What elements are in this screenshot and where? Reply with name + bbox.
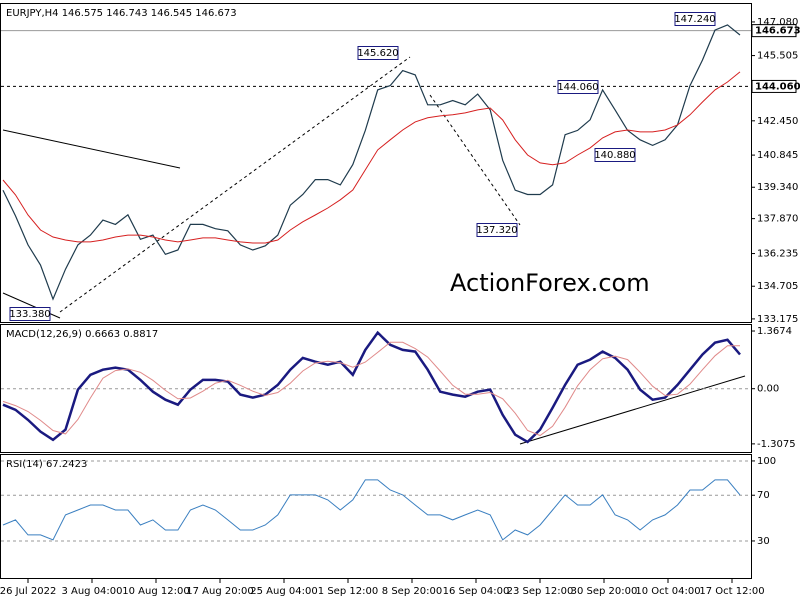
- annotation-box: [357, 46, 399, 60]
- annotation-box: [9, 307, 51, 321]
- x-tick-label: 17 Oct 12:00: [699, 586, 764, 597]
- x-tick-label: 17 Aug 20:00: [186, 586, 253, 597]
- y-tick-label: 140.845: [757, 150, 798, 161]
- y-tick-label: -1.3075: [757, 439, 796, 450]
- y-tick-label: 70: [757, 490, 770, 501]
- watermark: ActionForex.com: [450, 269, 650, 297]
- x-tick-label: 8 Sep 20:00: [382, 586, 442, 597]
- annotation-label: 133.380: [9, 309, 50, 320]
- trend-line: [59, 56, 411, 313]
- annotation-box: [594, 148, 636, 162]
- annotation-label: 144.060: [557, 82, 598, 93]
- annotation-box: [476, 223, 518, 237]
- y-tick-label: 147.080: [757, 17, 798, 28]
- series-line: [2, 341, 740, 437]
- x-tick-label: 10 Aug 12:00: [122, 586, 189, 597]
- panel-title: MACD(12,26,9) 0.6663 0.8817: [6, 329, 158, 340]
- annotation-box: [674, 12, 716, 26]
- x-tick-label: 1 Sep 12:00: [318, 586, 378, 597]
- annotation-label: 137.320: [476, 225, 517, 236]
- x-tick-label: 30 Sep 20:00: [571, 586, 638, 597]
- y-tick-label: 134.705: [757, 281, 798, 292]
- panel-title: EURJPY,H4 146.575 146.743 146.545 146.67…: [6, 8, 237, 19]
- annotation-box: [557, 80, 599, 94]
- panel-title: RSI(14) 67.2423: [6, 459, 87, 470]
- y-tick-label: 133.175: [757, 314, 798, 325]
- y-tick-label: 136.235: [757, 249, 798, 260]
- annotation-label: 140.880: [594, 150, 635, 161]
- annotation-label: 145.620: [357, 48, 398, 59]
- trend-line: [519, 375, 746, 445]
- y-tick-label: 145.505: [757, 51, 798, 62]
- x-tick-label: 26 Jul 2022: [0, 586, 56, 597]
- trend-line: [2, 129, 181, 169]
- series-line: [2, 71, 741, 244]
- x-tick-label: 25 Aug 04:00: [250, 586, 317, 597]
- series-line: [2, 479, 741, 541]
- annotation-label: 147.240: [674, 14, 715, 25]
- x-tick-label: 16 Sep 04:00: [443, 586, 510, 597]
- y-tick-label: 0.00: [757, 384, 779, 395]
- rsi-panel: [0, 454, 752, 579]
- x-tick-label: 10 Oct 04:00: [635, 586, 700, 597]
- price-level-box: [751, 24, 797, 38]
- y-tick-label: 142.450: [757, 116, 798, 127]
- price-level-box: [751, 79, 797, 93]
- y-tick-label: 30: [757, 536, 770, 547]
- price-panel: [0, 3, 752, 323]
- x-tick-label: 3 Aug 04:00: [61, 586, 122, 597]
- price-level-label: 146.673: [755, 26, 800, 37]
- y-tick-label: 100: [757, 456, 776, 467]
- x-tick-label: 23 Sep 12:00: [507, 586, 574, 597]
- y-tick-label: 139.340: [757, 182, 798, 193]
- trend-line: [429, 94, 521, 226]
- y-tick-label: 137.870: [757, 214, 798, 225]
- series-line: [2, 24, 741, 301]
- y-tick-label: 1.3674: [757, 326, 792, 337]
- price-level-label: 144.060: [755, 81, 800, 92]
